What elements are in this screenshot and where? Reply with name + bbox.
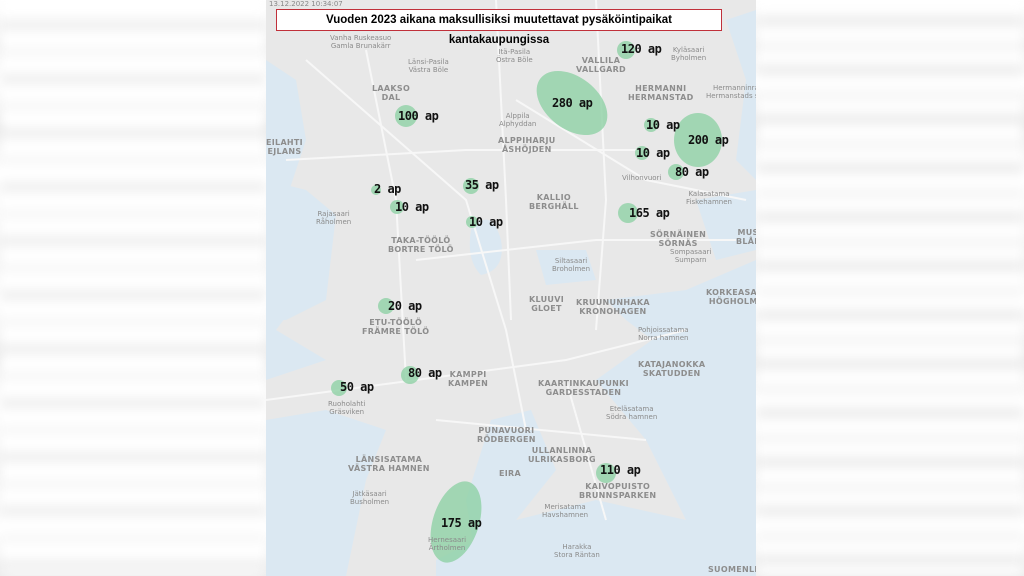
highlight-ruoholahti [331,380,347,396]
district-label: KAIVOPUISTO BRUNNSPARKEN [579,482,657,500]
highlight-kamppi [401,366,419,384]
place-label: Sompasaari Sumparn [670,248,712,264]
parking-count-label: 280 ap [552,96,593,110]
highlight-kaivopuisto [596,463,616,483]
place-label: Kyläsaari Byholmen [671,46,707,62]
blurred-background-right [756,0,1024,576]
water-north-harbour [606,260,756,350]
parking-count-label: 20 ap [388,299,422,313]
water-seurasaari-bay [266,180,336,320]
parking-count-label: 175 ap [441,516,482,530]
highlight-laakso [395,105,417,127]
district-label: ETU-TÖÖLÖ FRÄMRE TÖLÖ [362,318,430,336]
parking-count-label: 165 ap [629,206,670,220]
highlight-hernesaari [430,481,482,563]
water-northeast [726,10,756,180]
highlight-hermanni-1 [644,118,658,132]
district-label: SÖRNÄINEN SÖRNÄS [650,230,707,248]
district-label: TAKA-TÖÖLÖ BORTRE TÖLÖ [388,236,454,254]
parking-count-label: 10 ap [469,215,503,229]
water-east [696,190,756,260]
parking-count-label: 10 ap [646,118,680,132]
district-label: ULLANLINNA ULRIKASBORG [528,446,596,464]
place-label: Hernesaari Ärtholmen [428,536,467,552]
map-roads [266,0,747,521]
district-label: KAMPPI KAMPEN [448,370,489,388]
place-label: Ruoholahti Gräsviken [328,400,366,416]
map-title: Vuoden 2023 aikana maksullisiksi muutett… [276,9,722,46]
parking-highlights [331,41,722,563]
parking-count-label: 10 ap [395,200,429,214]
place-label: Hermanninranta Hermanstads strand [706,84,756,100]
parking-count-label: 80 ap [675,165,709,179]
water-south-harbour [596,320,756,520]
district-label: EILAHTI EJLANS [266,138,303,156]
district-label: PUNAVUORI RÖDBERGEN [477,426,536,444]
highlight-etu-toolo [378,298,394,314]
highlight-alppila [463,178,479,194]
place-label: Kalasatama Fiskehamnen [686,190,732,206]
district-label: LÄNSISATAMA VÄSTRA HAMNEN [348,455,430,473]
parking-count-label: 2 ap [374,182,401,196]
place-label: Länsi-Pasila Västra Böle [408,58,449,74]
map[interactable]: LAAKSO DAL VALLILA VALLGARD HERMANNI HER… [266,0,756,576]
district-label: SUOMENLI [708,565,756,574]
place-label: Vilhonvuori [622,174,662,182]
highlight-meilahti [371,185,381,195]
highlight-hermanni [674,113,722,167]
highlight-vilhonvuori [668,164,684,180]
district-label: KALLIO BERGHÄLL [529,193,579,211]
place-label: Itä-Pasila Östra Böle [496,48,533,64]
parking-count-label: 120 ap [621,42,662,56]
parking-count-label: 50 ap [340,380,374,394]
district-label: KATAJANOKKA SKATUDDEN [638,360,706,378]
water-south [436,500,756,576]
district-label: EIRA [499,469,521,478]
parking-count-label: 100 ap [398,109,439,123]
map-water-layer [266,0,756,576]
highlight-taka-toolo-2 [466,216,478,228]
water-harbour [466,410,556,560]
water-kaisaniemi [536,250,596,285]
place-label: Pohjoissatama Norra hamnen [638,326,689,342]
place-label: Alppila Alphyddan [499,112,537,128]
district-label: ALPPIHARJU ÅSHÖJDEN [498,136,556,154]
place-label: Eteläsatama Södra hamnen [606,405,658,421]
district-label: KRUUNUNHAKA KRONOHAGEN [576,298,650,316]
highlight-kylasaari [617,41,635,59]
district-label: HERMANNI HERMANSTAD [628,84,694,102]
parking-count-label: 200 ap [688,133,729,147]
district-label: KORKEASAARI HÖGHOLMEN [706,288,756,306]
place-label: Rajasaari Råholmen [316,210,352,226]
blurred-background-left [0,0,266,576]
district-label: KLUUVI GLOET [529,295,564,313]
highlight-taka-toolo-1 [390,200,404,214]
water-toolo-bay [469,219,502,275]
parking-count-label: 35 ap [465,178,499,192]
place-label: Vanha Ruskeasuo Gamla Brunakärr [330,34,392,50]
district-label: KAARTINKAUPUNKI GARDESSTADEN [538,379,629,397]
place-label: Jätkäsaari Busholmen [350,490,390,506]
district-label: LAAKSO DAL [372,84,411,102]
timestamp: 13.12.2022 10:34:07 [269,0,343,8]
parking-count-label: 80 ap [408,366,442,380]
highlight-hermanni-2 [635,146,649,160]
place-label: Siltasaari Broholmen [552,257,591,273]
parking-count-label: 110 ap [600,463,641,477]
water-south-sea [266,410,386,576]
highlight-kalasatama [618,203,638,223]
place-label: Merisatama Havshamnen [542,503,589,519]
highlight-vallila [536,70,608,136]
place-label: Harakka Stora Räntan [554,543,600,559]
district-label: VALLILA VALLGARD [576,56,626,74]
parking-count-label: 10 ap [636,146,670,160]
